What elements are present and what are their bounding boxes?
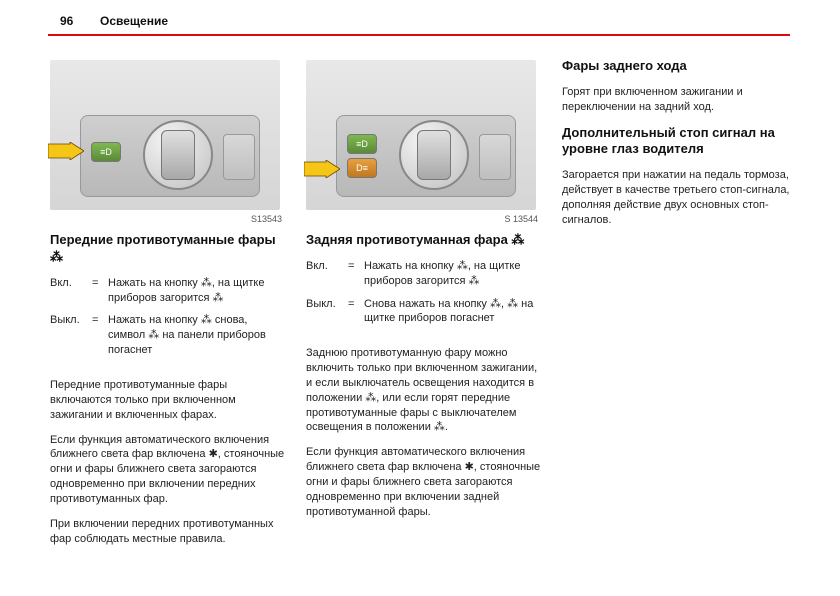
page-number: 96 [60,14,73,28]
pointer-arrow-icon [304,160,340,178]
front-fog-button-icon: ≡D [347,134,377,154]
paragraph: Передние противотуманные фары включаются… [50,378,286,423]
pointer-arrow-icon [48,142,84,160]
content-columns: ≡D S13543 Передние противотуманные фары … [50,50,810,556]
rotary-dial-icon [399,120,469,190]
off-text: Снова нажать на кнопку ⁂, ⁂ на щитке при… [364,297,542,335]
aux-panel-icon [223,134,255,180]
paragraph: Загорается при нажатии на педаль тормоза… [562,168,810,227]
figure-id-left: S13543 [50,214,286,224]
on-label: Вкл. [50,276,92,314]
front-fog-button-icon: ≡D [91,142,121,162]
paragraph: Если функция автоматического включения б… [50,433,286,507]
paragraph: Горят при включенном зажигании и переклю… [562,85,810,115]
on-text: Нажать на кнопку ⁂, на щитке приборов за… [364,259,542,297]
paragraph: При включении передних противотуманных ф… [50,517,286,547]
rotary-dial-icon [143,120,213,190]
paragraph: Заднюю противотуманную фару можно включи… [306,346,542,435]
off-label: Выкл. [306,297,348,335]
figure-rear-fog: ≡D D≡ [306,60,536,210]
column-right-info: Фары заднего хода Горят при включенном з… [562,50,810,556]
light-control-panel: ≡D [80,115,260,197]
header-rule [48,34,790,36]
eq-symbol: = [348,259,364,297]
table-row: Вкл. = Нажать на кнопку ⁂, на щитке приб… [50,276,286,314]
eq-symbol: = [92,313,108,366]
section-title-third-brake: Дополнительный стоп сигнал на уровне гла… [562,125,810,159]
rear-fog-button-icon: D≡ [347,158,377,178]
figure-id-right: S 13544 [306,214,542,224]
column-front-fog: ≡D S13543 Передние противотуманные фары … [50,50,286,556]
table-row: Выкл. = Нажать на кнопку ⁂ снова, символ… [50,313,286,366]
table-row: Вкл. = Нажать на кнопку ⁂, на щитке приб… [306,259,542,297]
paragraph: Если функция автоматического включения б… [306,445,542,519]
aux-panel-icon [479,134,511,180]
table-row: Выкл. = Снова нажать на кнопку ⁂, ⁂ на щ… [306,297,542,335]
page-title: Освещение [100,14,168,28]
definition-table-front: Вкл. = Нажать на кнопку ⁂, на щитке приб… [50,276,286,366]
section-title-front-fog: Передние противотуманные фары ⁂ [50,232,286,266]
section-title-rear-fog: Задняя противотуманная фара ⁂ [306,232,542,249]
off-label: Выкл. [50,313,92,366]
off-text: Нажать на кнопку ⁂ снова, символ ⁂ на па… [108,313,286,366]
column-rear-fog: ≡D D≡ S 13544 Задняя противотуманная фар… [306,50,542,556]
on-label: Вкл. [306,259,348,297]
figure-front-fog: ≡D [50,60,280,210]
eq-symbol: = [92,276,108,314]
section-title-reverse-lights: Фары заднего хода [562,58,810,75]
light-control-panel: ≡D D≡ [336,115,516,197]
on-text: Нажать на кнопку ⁂, на щитке приборов за… [108,276,286,314]
definition-table-rear: Вкл. = Нажать на кнопку ⁂, на щитке приб… [306,259,542,334]
eq-symbol: = [348,297,364,335]
